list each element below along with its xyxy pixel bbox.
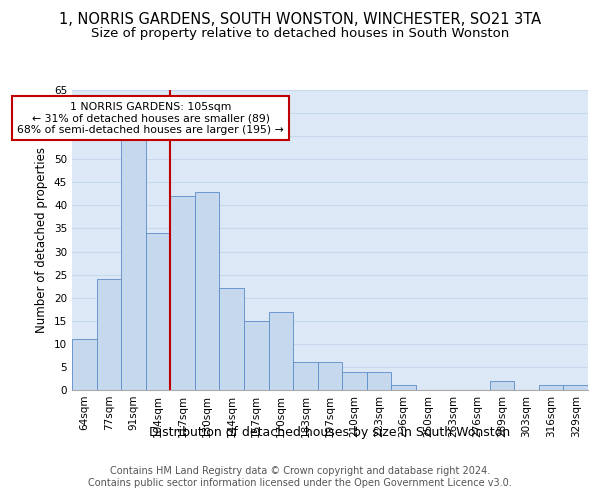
Text: 1, NORRIS GARDENS, SOUTH WONSTON, WINCHESTER, SO21 3TA: 1, NORRIS GARDENS, SOUTH WONSTON, WINCHE… [59, 12, 541, 28]
Bar [391, 386, 416, 390]
Text: Distribution of detached houses by size in South Wonston: Distribution of detached houses by size … [149, 426, 511, 439]
Bar [72, 339, 97, 390]
Text: Contains HM Land Registry data © Crown copyright and database right 2024.
Contai: Contains HM Land Registry data © Crown c… [88, 466, 512, 487]
Bar [170, 196, 195, 390]
Bar [367, 372, 391, 390]
Bar [269, 312, 293, 390]
Bar [146, 233, 170, 390]
Bar [490, 381, 514, 390]
Bar [563, 386, 588, 390]
Text: 1 NORRIS GARDENS: 105sqm
← 31% of detached houses are smaller (89)
68% of semi-d: 1 NORRIS GARDENS: 105sqm ← 31% of detach… [17, 102, 284, 134]
Bar [121, 136, 146, 390]
Bar [342, 372, 367, 390]
Y-axis label: Number of detached properties: Number of detached properties [35, 147, 49, 333]
Bar [195, 192, 220, 390]
Bar [293, 362, 318, 390]
Bar [318, 362, 342, 390]
Text: Size of property relative to detached houses in South Wonston: Size of property relative to detached ho… [91, 28, 509, 40]
Bar [244, 321, 269, 390]
Bar [539, 386, 563, 390]
Bar [97, 279, 121, 390]
Bar [220, 288, 244, 390]
